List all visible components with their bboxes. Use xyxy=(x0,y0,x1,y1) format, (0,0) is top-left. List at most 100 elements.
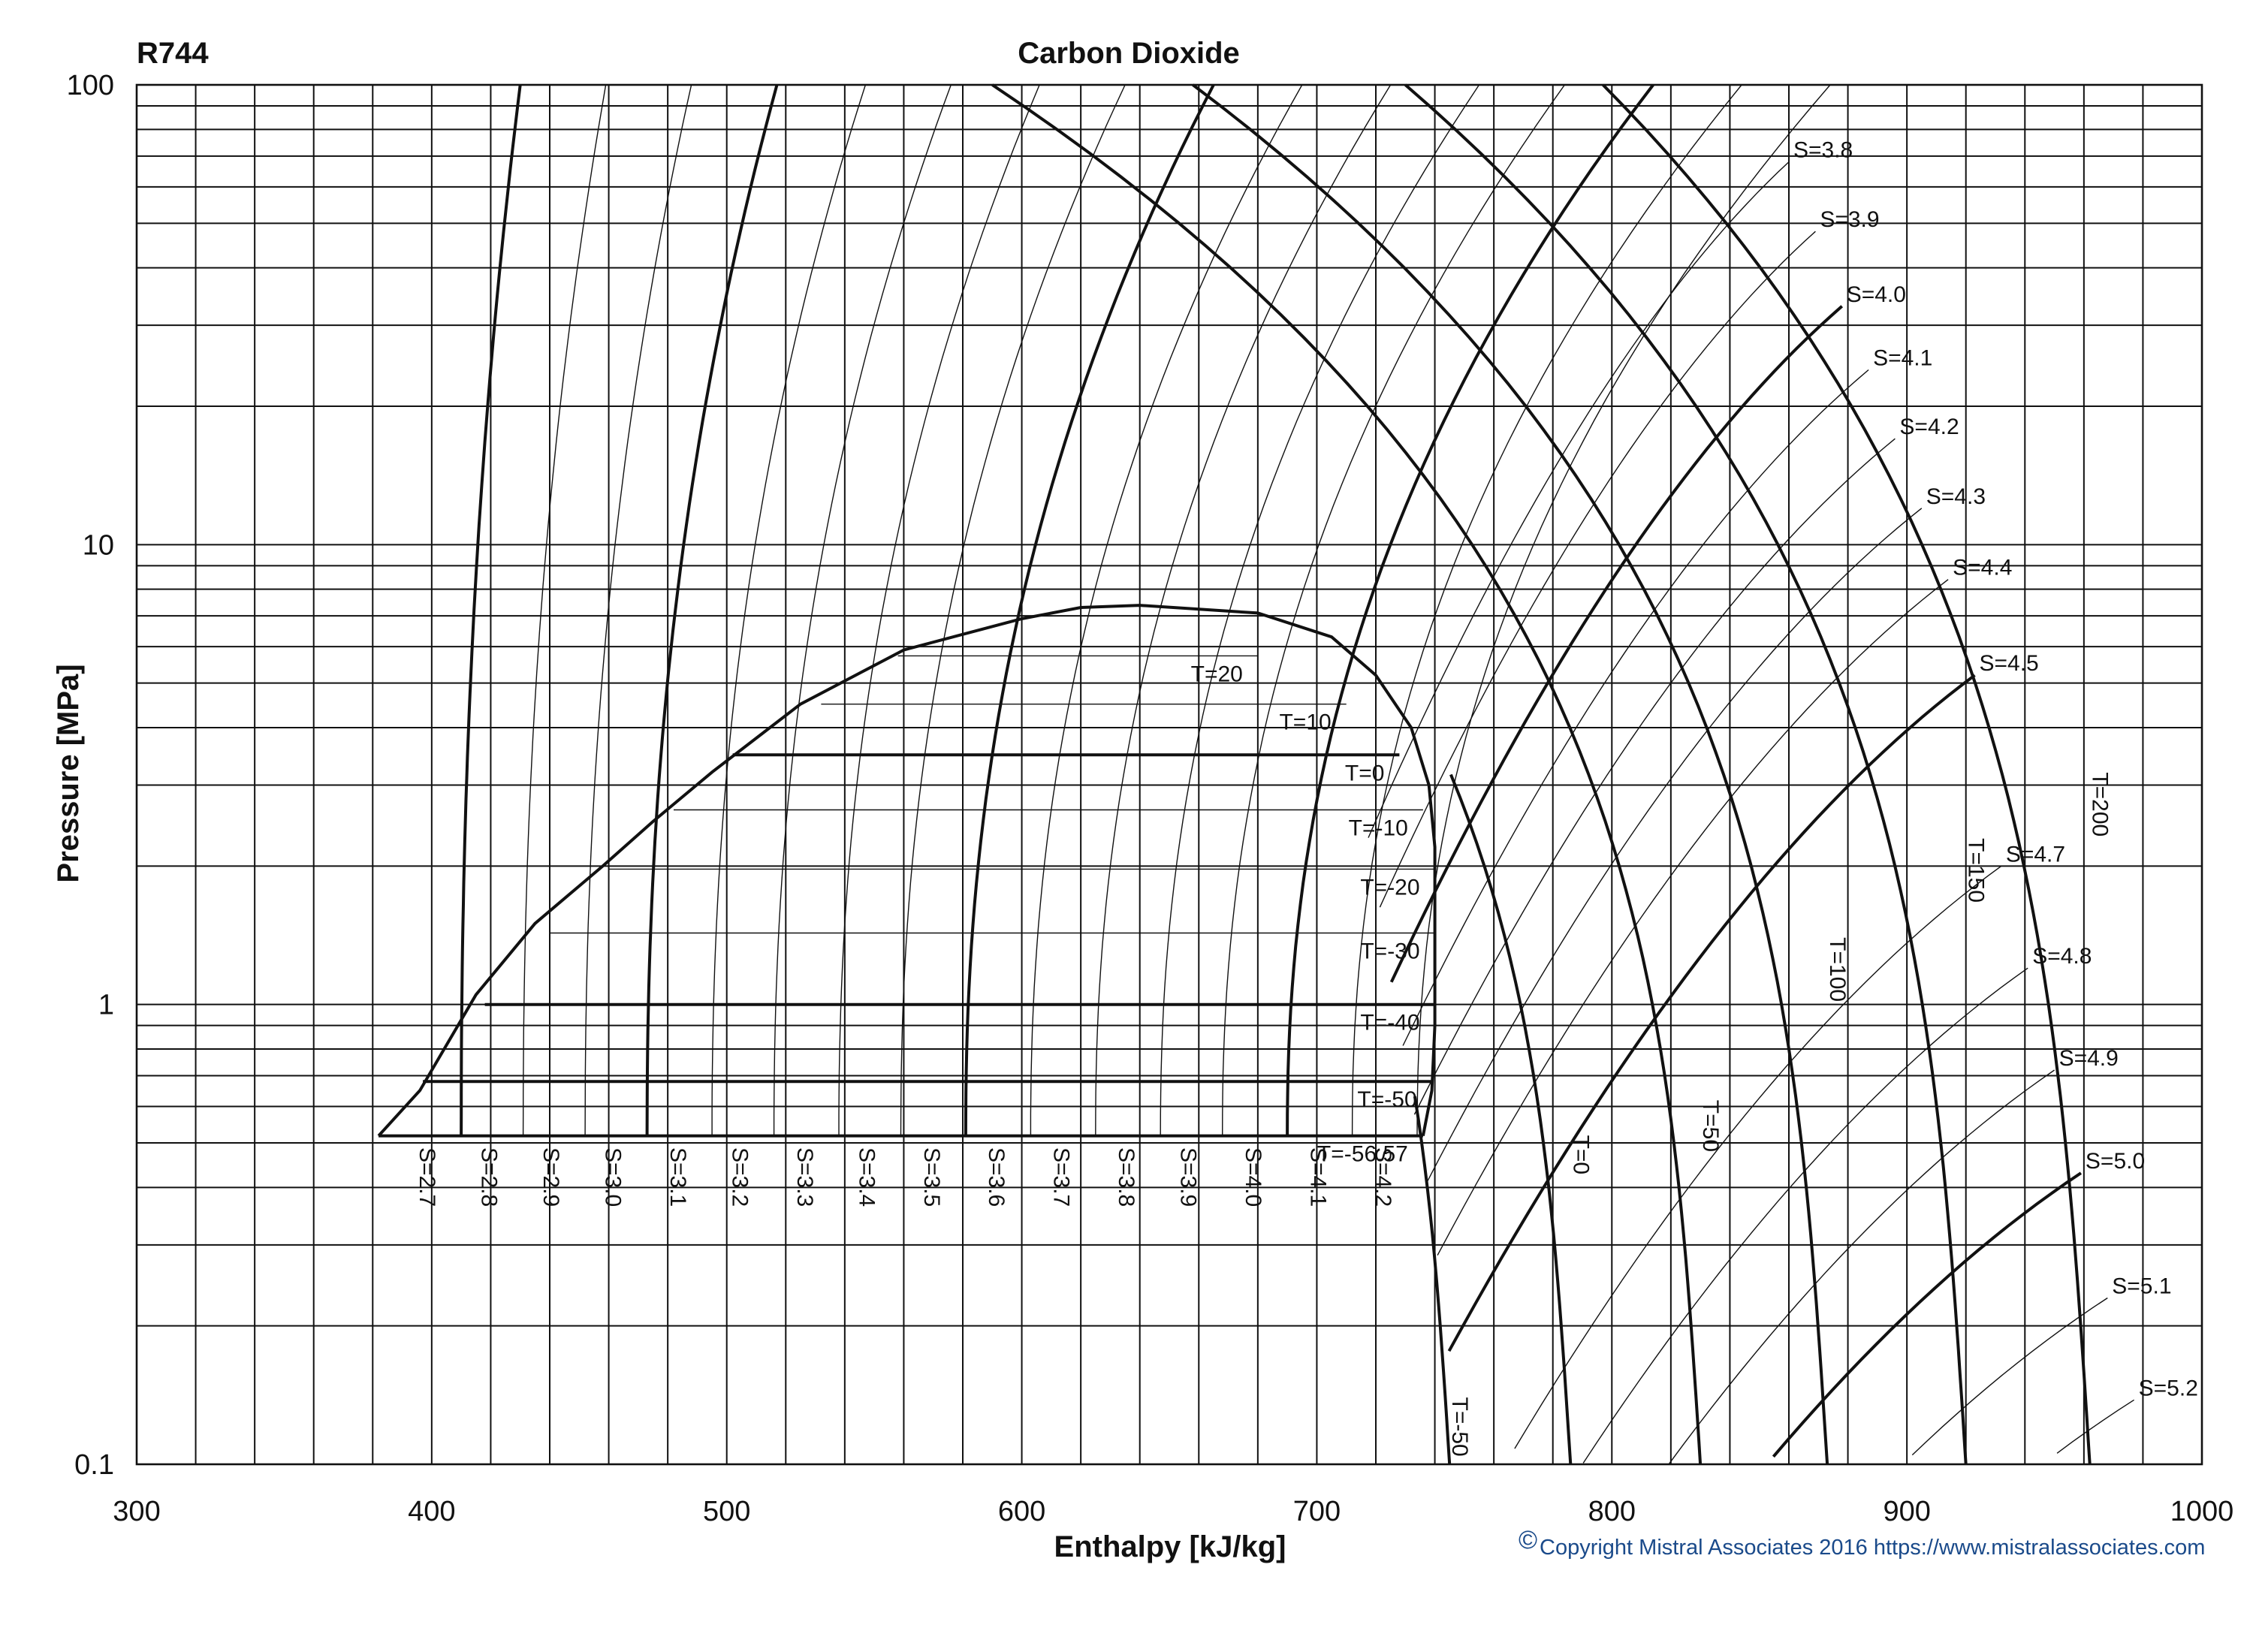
isentrope-vapor-label: S=5.2 xyxy=(2139,1376,2198,1400)
isentrope-label: S=2.8 xyxy=(477,1147,502,1207)
isentrope-liquid xyxy=(838,84,1040,1135)
isentrope-label: S=3.3 xyxy=(792,1147,817,1207)
y-tick-label: 10 xyxy=(83,529,114,561)
isotherm-vapor-label: T=0 xyxy=(1568,1135,1593,1175)
isentrope-vapor-label: S=4.0 xyxy=(1847,282,1906,307)
isotherm-label: T=-50 xyxy=(1357,1087,1416,1112)
refrigerant-code: R744 xyxy=(137,37,209,70)
isentrope-label: S=3.1 xyxy=(665,1147,690,1207)
isotherm-vapor xyxy=(1449,773,1573,1465)
isotherm-vapor-label: T=150 xyxy=(1964,838,1989,903)
isentrope-vapor xyxy=(2056,1399,2134,1454)
isotherm-vapor xyxy=(991,83,1703,1465)
y-tick-label: 100 xyxy=(67,70,114,101)
isentrope-liquid xyxy=(1030,84,1303,1135)
isentrope-label: S=4.2 xyxy=(1371,1147,1395,1207)
x-tick-label: 600 xyxy=(998,1496,1045,1527)
isentrope-vapor-label: S=4.5 xyxy=(1980,651,2039,676)
isentrope-vapor-label: S=4.2 xyxy=(1899,415,1959,439)
y-tick-label: 0.1 xyxy=(74,1449,114,1481)
isentrope-label: S=2.9 xyxy=(538,1147,563,1207)
curve-labels: T=20 T=10 T=0 T=-10 T=-20 T=-30 T=-40 T=-50 T=-5… xyxy=(415,138,2198,1457)
y-tick-label: 1 xyxy=(98,990,114,1021)
isentrope-liquid xyxy=(711,84,867,1135)
isentrope-vapor-label: S=5.1 xyxy=(2112,1274,2171,1299)
isentrope-liquid xyxy=(964,84,1215,1135)
isotherm-vapor-label: T=200 xyxy=(2088,772,2113,837)
isotherm-vapor-label: T=50 xyxy=(1698,1100,1723,1152)
isentrope-vapor-label: S=3.8 xyxy=(1793,138,1853,163)
isotherm-label: T=-56.57 xyxy=(1317,1142,1408,1167)
isentrope-label: S=4.0 xyxy=(1241,1147,1265,1207)
isentrope-liquid xyxy=(645,84,779,1135)
x-tick-label: 700 xyxy=(1293,1496,1341,1527)
isentrope-label: S=3.2 xyxy=(727,1147,752,1207)
gridlines xyxy=(136,85,2203,1465)
isentrope-vapor xyxy=(1425,508,1923,1185)
isentrope-vapor xyxy=(1368,161,1790,838)
isentrope-label: S=3.5 xyxy=(919,1147,944,1207)
isentrope-vapor xyxy=(1772,1171,2083,1458)
x-tick-label: 500 xyxy=(703,1496,750,1527)
isotherm-label: T=10 xyxy=(1279,710,1331,735)
curves xyxy=(377,83,2134,1465)
isentrope-vapor-label: S=3.9 xyxy=(1820,207,1879,232)
isentrope-liquid xyxy=(1416,84,1831,1135)
isentrope-liquid xyxy=(584,84,692,1135)
isotherm-vapor xyxy=(1404,83,1968,1465)
copyright-text: Copyright Mistral Associates 2016 https:… xyxy=(1540,1536,2205,1560)
isentrope-liquid xyxy=(522,84,607,1135)
x-axis-title: Enthalpy [kJ/kg] xyxy=(1054,1530,1286,1563)
isentrope-vapor xyxy=(1413,438,1896,1115)
x-tick-label: 400 xyxy=(408,1496,455,1527)
isentrope-vapor xyxy=(1582,967,2028,1464)
isentrope-vapor-label: S=4.7 xyxy=(2006,842,2065,867)
isentrope-liquid xyxy=(1351,84,1742,1135)
isentrope-vapor xyxy=(1379,231,1816,908)
isotherm-vapor xyxy=(1192,83,1829,1465)
isotherm-label: T=-10 xyxy=(1349,815,1408,840)
isentrope-label: S=2.7 xyxy=(415,1147,439,1207)
isentrope-label: S=3.8 xyxy=(1114,1147,1139,1207)
isotherm-vapor-label: T=-50 xyxy=(1447,1397,1472,1457)
isentrope-vapor-label: S=4.1 xyxy=(1873,346,1932,371)
tick-labels: 300 400 500 600 700 800 900 1000 0.1 1 10 100 xyxy=(67,70,2234,1527)
isentrope-vapor xyxy=(1447,674,1976,1352)
x-tick-label: 300 xyxy=(113,1496,160,1527)
isotherm-vapor xyxy=(1602,83,2092,1465)
plot-frame xyxy=(135,83,2203,1466)
isentrope-liquid xyxy=(900,84,1126,1135)
isentrope-vapor-label: S=4.4 xyxy=(1953,556,2012,580)
isentrope-label: S=4.1 xyxy=(1305,1147,1330,1207)
isentrope-liquid xyxy=(1095,84,1392,1135)
isentrope-liquid xyxy=(1286,83,1654,1135)
x-tick-label: 1000 xyxy=(2170,1496,2234,1527)
isentrope-label: S=3.4 xyxy=(854,1147,879,1207)
isotherm-vapor-label: T=100 xyxy=(1825,937,1850,1002)
x-tick-label: 800 xyxy=(1588,1496,1636,1527)
isentrope-label: S=3.7 xyxy=(1049,1147,1074,1207)
isentrope-liquid xyxy=(1160,84,1480,1135)
isentrope-label: S=3.6 xyxy=(984,1147,1009,1207)
isentrope-liquid xyxy=(773,84,952,1135)
isentrope-vapor-label: S=4.8 xyxy=(2032,944,2092,969)
isotherm-vapor xyxy=(1413,1096,1452,1465)
copyright-symbol: © xyxy=(1519,1526,1537,1554)
y-axis-title: Pressure [MPa] xyxy=(52,664,85,882)
isentrope-vapor xyxy=(1911,1297,2108,1456)
isentrope-vapor-label: S=4.9 xyxy=(2059,1046,2119,1071)
isentrope-vapor xyxy=(1514,865,2002,1449)
isentrope-vapor xyxy=(1389,305,1844,983)
isentrope-vapor xyxy=(1402,369,1869,1046)
isentrope-liquid xyxy=(460,84,522,1135)
saturation-dome xyxy=(377,604,1437,1137)
isentrope-liquid xyxy=(1221,84,1565,1135)
isotherm-label: T=-20 xyxy=(1360,875,1419,900)
isotherm-label: T=20 xyxy=(1191,662,1243,686)
isentrope-label: S=3.0 xyxy=(601,1147,626,1207)
isentrope-vapor xyxy=(1669,1069,2055,1464)
isentrope-vapor xyxy=(1437,579,1949,1256)
isentrope-vapor-label: S=4.3 xyxy=(1926,484,1986,509)
isentrope-label: S=3.9 xyxy=(1176,1147,1201,1207)
